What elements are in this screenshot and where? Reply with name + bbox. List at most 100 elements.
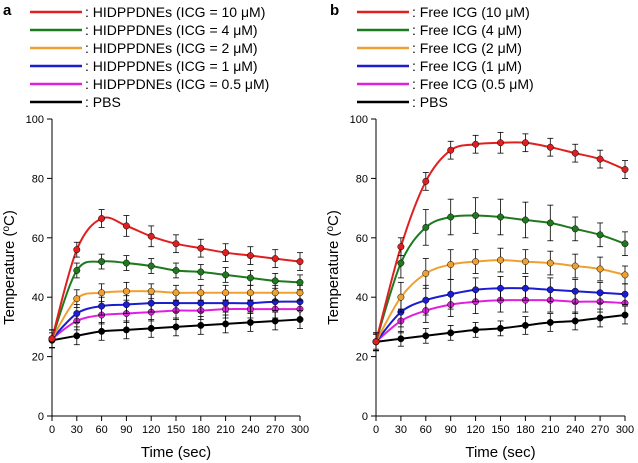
- panel-a-data-point: [271, 255, 279, 263]
- panel-a-data-point: [246, 274, 254, 282]
- panel-b-data-point: [571, 149, 579, 157]
- panel-a-data-point: [98, 258, 106, 266]
- panel-b-data-point: [447, 329, 455, 337]
- panel-b-series-5: [372, 305, 629, 350]
- panel-a-y-tick-label: 40: [32, 292, 44, 304]
- legend-label-hidppdnes-icg-10-m: : HIDPPDNEs (ICG = 10 μM): [85, 4, 265, 20]
- panel-b-data-point: [596, 314, 604, 322]
- panel-b-x-tick-label: 270: [591, 424, 609, 436]
- panel-b-data-point: [596, 265, 604, 273]
- panel-a-data-point: [122, 287, 130, 295]
- panel-a-y-tick-label: 60: [32, 233, 44, 245]
- panel-a-data-point: [98, 215, 106, 222]
- panel-b-data-point: [447, 261, 455, 268]
- legend-label-hidppdnes-icg-2-m: : HIDPPDNEs (ICG = 2 μM): [85, 40, 258, 56]
- panel-b-data-point: [621, 271, 629, 279]
- panel-a-data-point: [197, 289, 205, 297]
- panel-b-series-3: [372, 276, 629, 352]
- legend-label-hidppdnes-icg-1-m: : HIDPPDNEs (ICG = 1 μM): [85, 58, 258, 74]
- panel-a-data-point: [197, 321, 205, 329]
- panel-a-data-point: [222, 320, 230, 328]
- panel-a-data-point: [147, 299, 155, 307]
- panel-b-x-tick-label: 210: [541, 424, 559, 436]
- panel-b-x-tick-label: 30: [395, 424, 407, 436]
- panel-a-data-point: [222, 289, 230, 297]
- panel-a-x-tick-label: 0: [49, 424, 55, 436]
- panel-a-data-point: [296, 289, 304, 297]
- panel-a-data-point: [271, 277, 279, 285]
- panel-b-data-point: [472, 258, 480, 266]
- legend-label-pbs: : PBS: [85, 94, 121, 110]
- panel-a-data-point: [222, 249, 230, 257]
- panel-a-data-point: [122, 301, 130, 309]
- panel-a-x-tick-label: 150: [167, 424, 185, 436]
- panel-a-data-point: [172, 323, 180, 331]
- panel-b-x-tick-label: 0: [373, 424, 379, 436]
- panel-a-data-point: [197, 268, 205, 276]
- panel-a-data-point: [48, 335, 56, 343]
- panel-a-data-point: [197, 299, 205, 307]
- panel-a-x-tick-label: 300: [291, 424, 309, 436]
- panel-b-data-point: [497, 213, 504, 221]
- panel-a-data-point: [197, 244, 205, 252]
- panel-b-data-point: [397, 259, 405, 267]
- panel-a-data-point: [73, 246, 81, 254]
- panel-b-data-point: [422, 296, 430, 304]
- panel-b-chart: b : Free ICG (10 μM) : Free ICG (4 μM) : Fr…: [325, 2, 634, 461]
- panel-a-legend: : HIDPPDNEs (ICG = 10 μM) : HIDPPDNEs (IC…: [30, 4, 269, 110]
- panel-a-series-2: [48, 281, 304, 349]
- panel-b-data-point: [397, 243, 405, 251]
- panel-b-x-tick-label: 120: [466, 424, 484, 436]
- panel-a-x-tick-label: 270: [266, 424, 284, 436]
- panel-a-data-point: [271, 317, 279, 325]
- panel-a-data-point: [246, 252, 254, 260]
- legend-label-pbs: : PBS: [412, 94, 448, 110]
- panel-a-data-point: [172, 240, 180, 248]
- panel-a-series-1: [48, 253, 304, 349]
- legend-label-free-icg-0-5-m: : Free ICG (0.5 μM): [412, 76, 534, 92]
- panel-a-data-point: [296, 278, 304, 286]
- legend-label-free-icg-10-m: : Free ICG (10 μM): [412, 4, 530, 20]
- panel-b-data-point: [621, 166, 629, 173]
- panel-a-data-point: [172, 267, 180, 274]
- legend-label-hidppdnes-icg-4-m: : HIDPPDNEs (ICG = 4 μM): [85, 22, 258, 38]
- panel-a-x-tick-label: 180: [192, 424, 210, 436]
- panel-b-label: b: [330, 2, 339, 19]
- panel-b-y-tick-label: 100: [350, 114, 368, 126]
- panel-a-y-axis-title: Temperature (oC): [1, 210, 18, 325]
- panel-a-data-point: [147, 262, 155, 270]
- panel-a-data-point: [246, 318, 254, 326]
- panel-b-data-point: [546, 318, 554, 326]
- panel-b-y-tick-label: 20: [356, 352, 368, 364]
- panel-a-data-point: [222, 299, 230, 307]
- panel-a-x-tick-label: 120: [142, 424, 160, 436]
- panel-b-data-point: [422, 223, 430, 231]
- panel-b-data-point: [546, 286, 554, 294]
- panel-a-data-point: [246, 289, 254, 297]
- panel-a-data-point: [98, 327, 106, 335]
- panel-a-x-tick-label: 90: [120, 424, 132, 436]
- panel-b-series-1: [372, 197, 629, 352]
- legend-label-free-icg-4-m: : Free ICG (4 μM): [412, 22, 522, 38]
- panel-a-data-point: [73, 332, 81, 340]
- panel-a-data-point: [147, 232, 155, 240]
- panel-b-data-point: [521, 139, 529, 147]
- panel-a-y-tick-label: 20: [32, 352, 44, 364]
- panel-a-y-tick-label: 0: [38, 411, 44, 423]
- panel-b-x-tick-label: 90: [445, 424, 457, 436]
- panel-a-series-0: [48, 209, 304, 349]
- panel-b-data-point: [521, 284, 529, 292]
- panel-b-y-tick-label: 40: [356, 292, 368, 304]
- panel-b-x-tick-label: 240: [566, 424, 584, 436]
- panel-b-data-point: [521, 258, 529, 266]
- panel-b-x-tick-label: 150: [491, 424, 509, 436]
- panel-b-data-point: [497, 256, 504, 264]
- panel-a-data-point: [172, 289, 180, 297]
- panel-b-data-point: [571, 225, 579, 233]
- panel-b-x-axis-title: Time (sec): [465, 444, 535, 461]
- panel-a-x-tick-label: 30: [71, 424, 83, 436]
- panel-b-data-point: [497, 284, 504, 292]
- panel-b-data-point: [372, 338, 380, 346]
- panel-b-data-point: [472, 326, 480, 334]
- panel-a-data-point: [98, 289, 106, 297]
